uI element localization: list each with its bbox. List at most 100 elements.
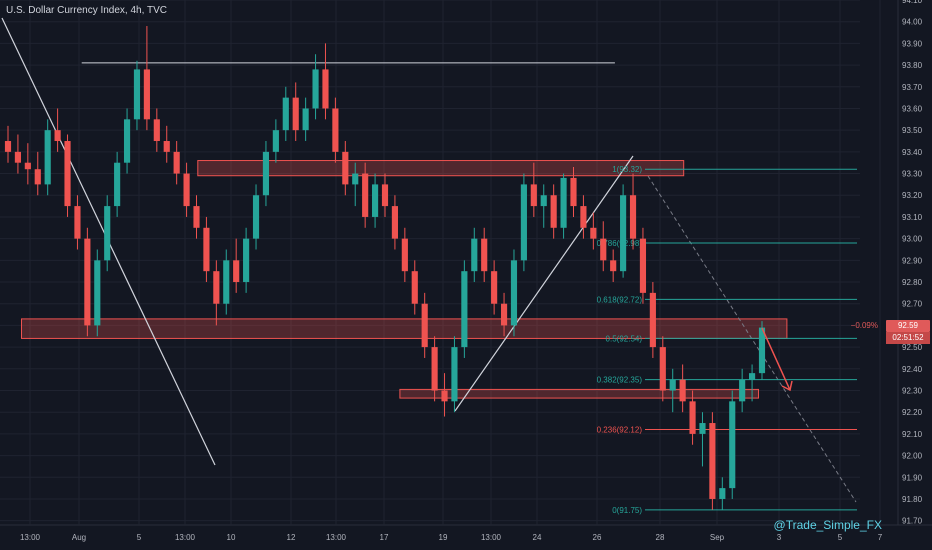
candle-body [54,130,61,142]
candle-body [223,260,230,304]
candle-body [64,141,71,207]
resistance-zone [197,160,685,177]
x-tick-label: 5 [838,533,843,542]
candle-body [183,173,190,207]
candle-body [24,162,31,170]
candle-body [4,141,12,152]
candle-body [193,206,200,228]
candle-body [649,292,656,348]
candle-body [262,151,270,196]
y-tick-label: 91.90 [902,473,923,482]
candle-body [94,260,101,326]
fib-level-label: 0.786(92.98) [597,239,643,248]
x-tick-label: 5 [137,533,142,542]
fib-level-label: 0(91.75) [612,506,642,515]
candle-body [203,227,210,272]
y-tick-label: 92.20 [902,408,923,417]
fib-diagonal [647,175,857,503]
candle-body [709,423,716,499]
y-tick-label: 93.10 [902,213,923,222]
x-tick-label: 13:00 [175,533,196,542]
candle-body [580,206,587,228]
candle-timer-tag: 02:51:52 [886,332,930,344]
x-tick-label: 3 [777,533,782,542]
candle-body [600,238,607,261]
candle-body [758,327,766,374]
candle-body [669,379,676,391]
candle-body [372,184,379,217]
candle-body [461,271,468,348]
candle-body [292,97,299,131]
candle-body [550,195,557,228]
y-tick-label: 91.80 [902,495,923,504]
candle-body [629,195,637,239]
candle-body [114,162,121,207]
y-tick-label: 93.60 [902,104,923,113]
fib-level-label: 0.5(92.54) [606,334,643,343]
candle-body [362,173,369,217]
candle-body [252,195,260,239]
y-tick-label: 93.30 [902,170,923,179]
candle-body [421,303,428,348]
candle-body [639,238,647,293]
fib-level-label: 0.236(92.12) [597,426,643,435]
candle-body [530,184,537,207]
candle-body [14,151,21,163]
fib-level-label: 1(93.32) [612,165,642,174]
x-tick-label: 28 [656,533,665,542]
candle-body [272,130,279,152]
y-tick-label: 92.00 [902,452,923,461]
candle-body [620,195,627,272]
candle-body [44,130,51,185]
y-tick-label: 93.00 [902,235,923,244]
candle-body [520,184,527,261]
candle-body [451,347,458,402]
y-tick-label: 93.70 [902,83,923,92]
y-tick-label: 91.70 [902,517,923,526]
candle-body [104,206,111,261]
candle-body [233,260,240,283]
candle-body [471,238,478,272]
candle-body [500,303,508,326]
candle-body [312,69,319,109]
y-tick-label: 92.10 [902,430,923,439]
candle-body [34,169,41,185]
fib-level-label: 0.382(92.35) [597,376,643,385]
candle-body [510,260,518,326]
candle-body [243,238,250,283]
candle-body [401,238,408,272]
candle-body [441,390,448,402]
x-tick-label: 13:00 [326,533,347,542]
projection-arrowhead [781,380,793,392]
change-label: −0.09% [850,321,878,330]
trendline-up [454,155,634,412]
candle-body [719,488,726,499]
y-tick-label: 94.00 [902,18,923,27]
x-tick-label: 12 [287,533,296,542]
candle-body [133,69,141,120]
candle-body [173,151,180,174]
y-tick-label: 92.90 [902,256,923,265]
resistance-zone [399,388,760,399]
candle-body [481,238,488,272]
candle-body [74,206,81,239]
y-tick-label: 92.50 [902,343,923,352]
y-tick-label: 93.50 [902,126,923,135]
watermark: @Trade_Simple_FX [773,518,882,532]
y-tick-label: 92.40 [902,365,923,374]
y-tick-label: 92.30 [902,386,923,395]
candle-body [659,347,666,391]
candle-body [352,173,359,185]
candle-body [560,177,567,228]
candle-body [590,227,597,239]
candle-body [153,119,160,142]
y-tick-label: 94.10 [902,0,923,5]
candle-body [679,379,686,402]
x-tick-label: 17 [380,533,389,542]
candle-body [739,379,746,402]
x-tick-label: 24 [533,533,542,542]
projection-arrow [761,327,791,391]
x-tick-label: 13:00 [20,533,41,542]
candle-body [749,373,756,380]
